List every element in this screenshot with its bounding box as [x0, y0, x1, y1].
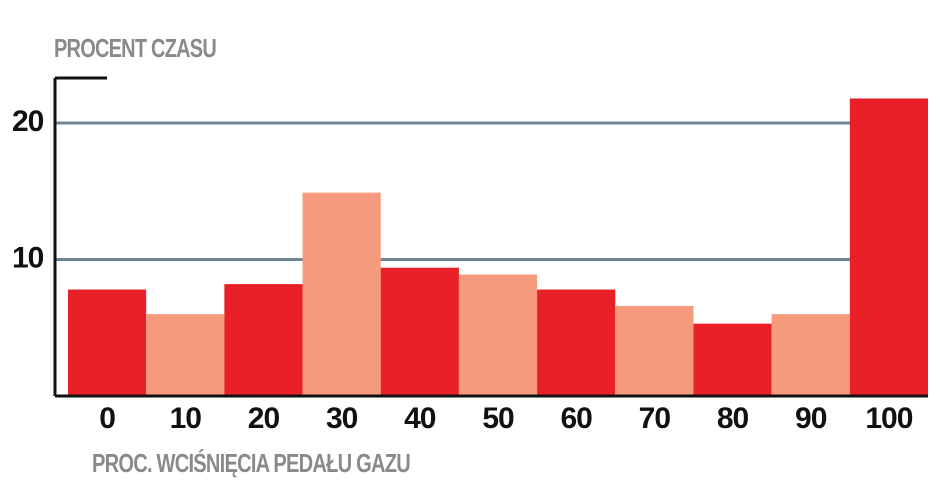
x-tick-label: 90: [795, 402, 827, 435]
chart-title: PROCENT CZASU: [54, 33, 216, 63]
bar: [146, 314, 225, 396]
y-tick-label: 10: [12, 241, 44, 274]
bar: [693, 323, 772, 396]
bar: [458, 274, 538, 396]
bar: [380, 267, 459, 396]
bar: [224, 284, 303, 396]
bar: [302, 192, 381, 396]
x-tick-label: 0: [99, 402, 115, 435]
x-tick-label: 60: [560, 402, 592, 435]
x-tick-label: 30: [326, 402, 358, 435]
bar: [537, 289, 616, 396]
x-axis-label: PROC. WCIŚNIĘCIA PEDAŁU GAZU: [92, 448, 410, 478]
bar: [771, 314, 850, 396]
x-tick-label: 100: [865, 402, 912, 435]
y-tick-label: 20: [12, 105, 44, 138]
x-tick-label: 20: [248, 402, 280, 435]
x-tick-label: 70: [639, 402, 671, 435]
x-tick-label: 80: [717, 402, 749, 435]
x-tick-label: 50: [482, 402, 514, 435]
bar: [615, 305, 694, 396]
bar: [68, 289, 147, 396]
x-tick-label: 40: [404, 402, 436, 435]
bar: [849, 98, 928, 396]
x-tick-label: 10: [170, 402, 202, 435]
